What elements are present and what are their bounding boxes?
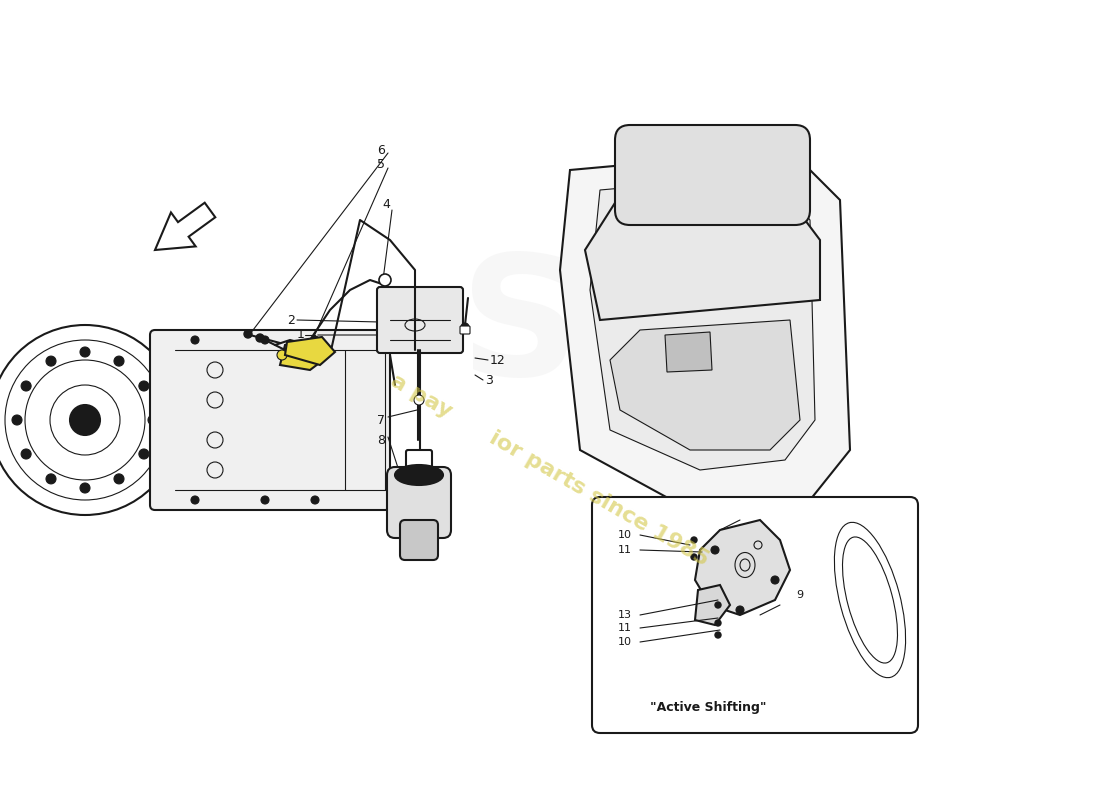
Circle shape xyxy=(80,483,90,493)
Circle shape xyxy=(715,602,720,608)
Polygon shape xyxy=(590,175,815,470)
Polygon shape xyxy=(560,150,850,510)
Text: 8: 8 xyxy=(377,434,385,446)
Circle shape xyxy=(148,415,158,425)
Circle shape xyxy=(277,350,287,360)
Text: "Active Shifting": "Active Shifting" xyxy=(650,702,767,714)
Text: 6: 6 xyxy=(377,143,385,157)
Polygon shape xyxy=(695,520,790,615)
Circle shape xyxy=(379,274,390,286)
Text: 10: 10 xyxy=(618,637,632,647)
Circle shape xyxy=(80,347,90,357)
Circle shape xyxy=(736,606,744,614)
Polygon shape xyxy=(285,337,336,365)
Circle shape xyxy=(46,356,56,366)
Circle shape xyxy=(414,395,424,405)
Circle shape xyxy=(771,576,779,584)
FancyBboxPatch shape xyxy=(150,330,390,510)
Circle shape xyxy=(139,449,148,459)
Text: 3: 3 xyxy=(485,374,493,386)
Circle shape xyxy=(691,554,697,560)
Text: S: S xyxy=(460,249,580,411)
Text: 7: 7 xyxy=(377,414,385,426)
Circle shape xyxy=(21,381,31,391)
FancyBboxPatch shape xyxy=(406,450,432,472)
Circle shape xyxy=(12,415,22,425)
Ellipse shape xyxy=(395,465,443,485)
Circle shape xyxy=(311,336,319,344)
Circle shape xyxy=(21,449,31,459)
Text: 12: 12 xyxy=(490,354,506,366)
FancyBboxPatch shape xyxy=(377,287,463,353)
Circle shape xyxy=(311,496,319,504)
Text: 9: 9 xyxy=(796,590,804,600)
Text: 4: 4 xyxy=(382,198,390,211)
Text: 11: 11 xyxy=(618,545,632,555)
Circle shape xyxy=(691,537,697,543)
Polygon shape xyxy=(610,320,800,450)
Circle shape xyxy=(70,405,100,435)
Circle shape xyxy=(46,474,56,484)
Circle shape xyxy=(461,323,469,331)
FancyBboxPatch shape xyxy=(387,467,451,538)
Circle shape xyxy=(261,496,270,504)
Circle shape xyxy=(715,632,720,638)
Text: 2: 2 xyxy=(287,314,295,326)
FancyArrow shape xyxy=(155,202,216,250)
FancyBboxPatch shape xyxy=(615,125,810,225)
Circle shape xyxy=(261,336,270,344)
Circle shape xyxy=(244,330,252,338)
FancyBboxPatch shape xyxy=(460,326,470,334)
Text: 10: 10 xyxy=(618,530,632,540)
Circle shape xyxy=(139,381,148,391)
FancyBboxPatch shape xyxy=(592,497,918,733)
Text: a pay      ior parts since 1985: a pay ior parts since 1985 xyxy=(387,370,713,570)
Circle shape xyxy=(191,336,199,344)
Circle shape xyxy=(711,546,719,554)
FancyBboxPatch shape xyxy=(400,520,438,560)
Text: 11: 11 xyxy=(618,623,632,633)
Circle shape xyxy=(114,474,124,484)
Polygon shape xyxy=(280,340,330,370)
Polygon shape xyxy=(585,180,820,320)
Text: 1: 1 xyxy=(297,329,305,342)
Circle shape xyxy=(715,620,720,626)
Text: 13: 13 xyxy=(618,610,632,620)
Polygon shape xyxy=(666,332,712,372)
Circle shape xyxy=(191,496,199,504)
Circle shape xyxy=(114,356,124,366)
Polygon shape xyxy=(695,585,730,625)
Text: 5: 5 xyxy=(377,158,385,171)
Circle shape xyxy=(256,334,264,342)
